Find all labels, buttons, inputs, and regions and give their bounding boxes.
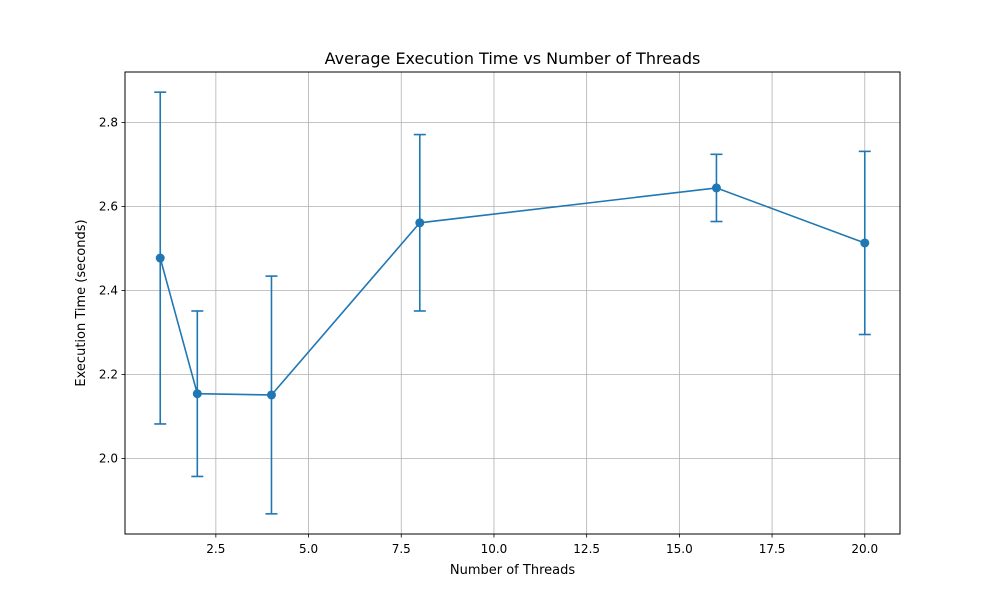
ticks: 2.5 5.0 7.5 10.0 12.5 15.0 17.5 20.0 2.0 2.2 2.4 2.…	[99, 115, 878, 556]
data-point	[266, 390, 276, 400]
x-tick-label: 7.5	[392, 542, 411, 556]
series-layer	[154, 91, 871, 515]
x-tick-label: 2.5	[206, 542, 225, 556]
y-tick-label: 2.2	[99, 367, 118, 381]
data-point	[415, 218, 425, 228]
x-tick-label: 10.0	[481, 542, 508, 556]
y-tick-label: 2.6	[99, 199, 118, 213]
chart-title: Average Execution Time vs Number of Thre…	[325, 49, 701, 68]
data-point	[860, 238, 870, 248]
y-tick-label: 2.0	[99, 451, 118, 465]
x-tick-label: 20.0	[851, 542, 878, 556]
data-point	[711, 183, 721, 193]
grid	[125, 72, 900, 534]
data-point	[192, 389, 202, 399]
x-tick-label: 15.0	[666, 542, 693, 556]
y-tick-label: 2.8	[99, 115, 118, 129]
y-tick-label: 2.4	[99, 283, 118, 297]
x-tick-label: 5.0	[299, 542, 318, 556]
x-tick-label: 17.5	[759, 542, 786, 556]
data-point	[155, 253, 165, 263]
x-axis-label: Number of Threads	[450, 563, 575, 578]
series-line	[159, 187, 866, 396]
x-tick-label: 12.5	[573, 542, 600, 556]
plot-frame	[124, 71, 901, 535]
y-axis-label: Execution Time (seconds)	[74, 219, 89, 386]
